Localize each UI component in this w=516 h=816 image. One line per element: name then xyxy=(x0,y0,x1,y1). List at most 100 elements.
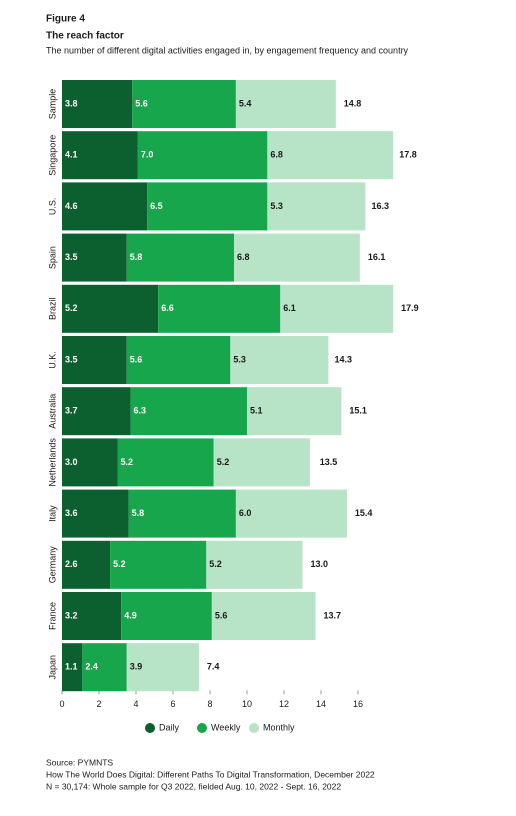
y-tick-label: Italy xyxy=(47,505,57,522)
x-tick-label: 12 xyxy=(279,699,289,709)
bar-segment xyxy=(62,540,111,589)
bar-segment xyxy=(62,233,127,282)
value-label: 6.0 xyxy=(239,508,252,518)
total-label: 15.1 xyxy=(349,406,367,416)
value-label: 5.3 xyxy=(233,354,246,364)
value-label: 2.4 xyxy=(85,662,98,672)
bar-segment xyxy=(247,387,342,436)
value-label: 3.6 xyxy=(65,508,78,518)
value-label: 5.6 xyxy=(215,610,228,620)
value-label: 3.2 xyxy=(65,610,78,620)
bar-segment xyxy=(230,336,329,384)
value-label: 5.3 xyxy=(270,201,283,211)
value-label: 3.8 xyxy=(65,98,78,108)
x-tick-label: 16 xyxy=(353,699,363,709)
bar-segment xyxy=(130,387,247,436)
value-label: 3.5 xyxy=(65,252,78,262)
source-line: N = 30,174: Whole sample for Q3 2022, fi… xyxy=(46,781,341,791)
y-tick-label: Sample xyxy=(47,89,57,120)
total-label: 17.9 xyxy=(401,303,419,313)
y-tick-label: Australia xyxy=(47,394,57,429)
bar-segment xyxy=(62,643,83,692)
y-tick-label: U.S. xyxy=(47,198,57,216)
value-label: 4.9 xyxy=(124,610,137,620)
figure-label: Figure 4 xyxy=(46,14,85,25)
value-label: 4.1 xyxy=(65,150,78,160)
bar-segment xyxy=(137,131,268,180)
bar-segment xyxy=(267,182,366,231)
y-tick-label: France xyxy=(47,602,57,630)
bar-segment xyxy=(62,438,118,487)
legend-swatch xyxy=(249,723,259,733)
y-tick-label: Japan xyxy=(47,655,57,680)
legend-swatch xyxy=(197,723,207,733)
bar-segment xyxy=(121,592,212,640)
x-tick-label: 10 xyxy=(242,699,252,709)
bar-segment xyxy=(280,284,394,333)
bar-segment xyxy=(126,336,231,384)
value-label: 6.8 xyxy=(237,252,250,262)
bar-segment xyxy=(128,489,236,538)
bar-segment xyxy=(211,592,316,640)
chart-subtitle: The number of different digital activiti… xyxy=(46,45,409,55)
y-tick-label: Germany xyxy=(47,546,57,584)
value-label: 5.6 xyxy=(135,98,148,108)
y-tick-label: U.K. xyxy=(47,351,57,369)
value-label: 6.5 xyxy=(150,201,163,211)
value-label: 6.1 xyxy=(283,303,296,313)
x-tick-label: 8 xyxy=(207,699,212,709)
bar-segment xyxy=(206,540,303,589)
value-label: 5.2 xyxy=(121,457,134,467)
total-label: 17.8 xyxy=(399,150,417,160)
bar-segment xyxy=(62,387,131,436)
legend-label: Daily xyxy=(159,722,180,732)
total-label: 16.1 xyxy=(368,252,386,262)
y-tick-label: Spain xyxy=(47,246,57,269)
value-label: 7.0 xyxy=(141,150,154,160)
legend-label: Monthly xyxy=(263,722,295,732)
bar-segment xyxy=(234,233,360,282)
bar-segment xyxy=(62,182,148,231)
bar-segment xyxy=(110,540,207,589)
x-tick-label: 4 xyxy=(133,699,138,709)
value-label: 4.6 xyxy=(65,201,78,211)
value-label: 5.2 xyxy=(209,559,222,569)
value-label: 5.2 xyxy=(65,303,78,313)
source-line: How The World Does Digital: Different Pa… xyxy=(46,769,375,779)
total-label: 14.3 xyxy=(335,354,353,364)
bar-segment xyxy=(267,131,394,180)
x-tick-label: 6 xyxy=(170,699,175,709)
total-label: 14.8 xyxy=(344,98,362,108)
source-line: Source: PYMNTS xyxy=(46,757,113,767)
bar-segment xyxy=(62,489,129,538)
bar-segment xyxy=(235,80,336,128)
bar-segment xyxy=(132,80,236,128)
x-tick-label: 2 xyxy=(96,699,101,709)
value-label: 5.8 xyxy=(132,508,145,518)
total-label: 7.4 xyxy=(207,662,220,672)
bar-segment xyxy=(158,284,281,333)
y-tick-label: Netherlands xyxy=(47,438,57,487)
bar-segment xyxy=(213,438,310,487)
y-tick-label: Singapore xyxy=(47,135,57,176)
value-label: 2.6 xyxy=(65,559,78,569)
total-label: 13.0 xyxy=(311,559,329,569)
bar-segment xyxy=(235,489,347,538)
value-label: 6.3 xyxy=(133,406,146,416)
value-label: 5.6 xyxy=(130,354,143,364)
value-label: 5.8 xyxy=(130,252,143,262)
value-label: 1.1 xyxy=(65,662,78,672)
total-label: 16.3 xyxy=(372,201,390,211)
chart-title: The reach factor xyxy=(46,31,124,42)
total-label: 13.7 xyxy=(323,610,341,620)
value-label: 3.5 xyxy=(65,354,78,364)
value-label: 3.9 xyxy=(130,662,143,672)
bar-segment xyxy=(62,284,159,333)
value-label: 5.1 xyxy=(250,406,263,416)
bar-segment xyxy=(62,80,133,128)
bar-segment xyxy=(117,438,214,487)
x-tick-label: 0 xyxy=(59,699,64,709)
bar-segment xyxy=(62,131,138,180)
total-label: 13.5 xyxy=(320,457,338,467)
